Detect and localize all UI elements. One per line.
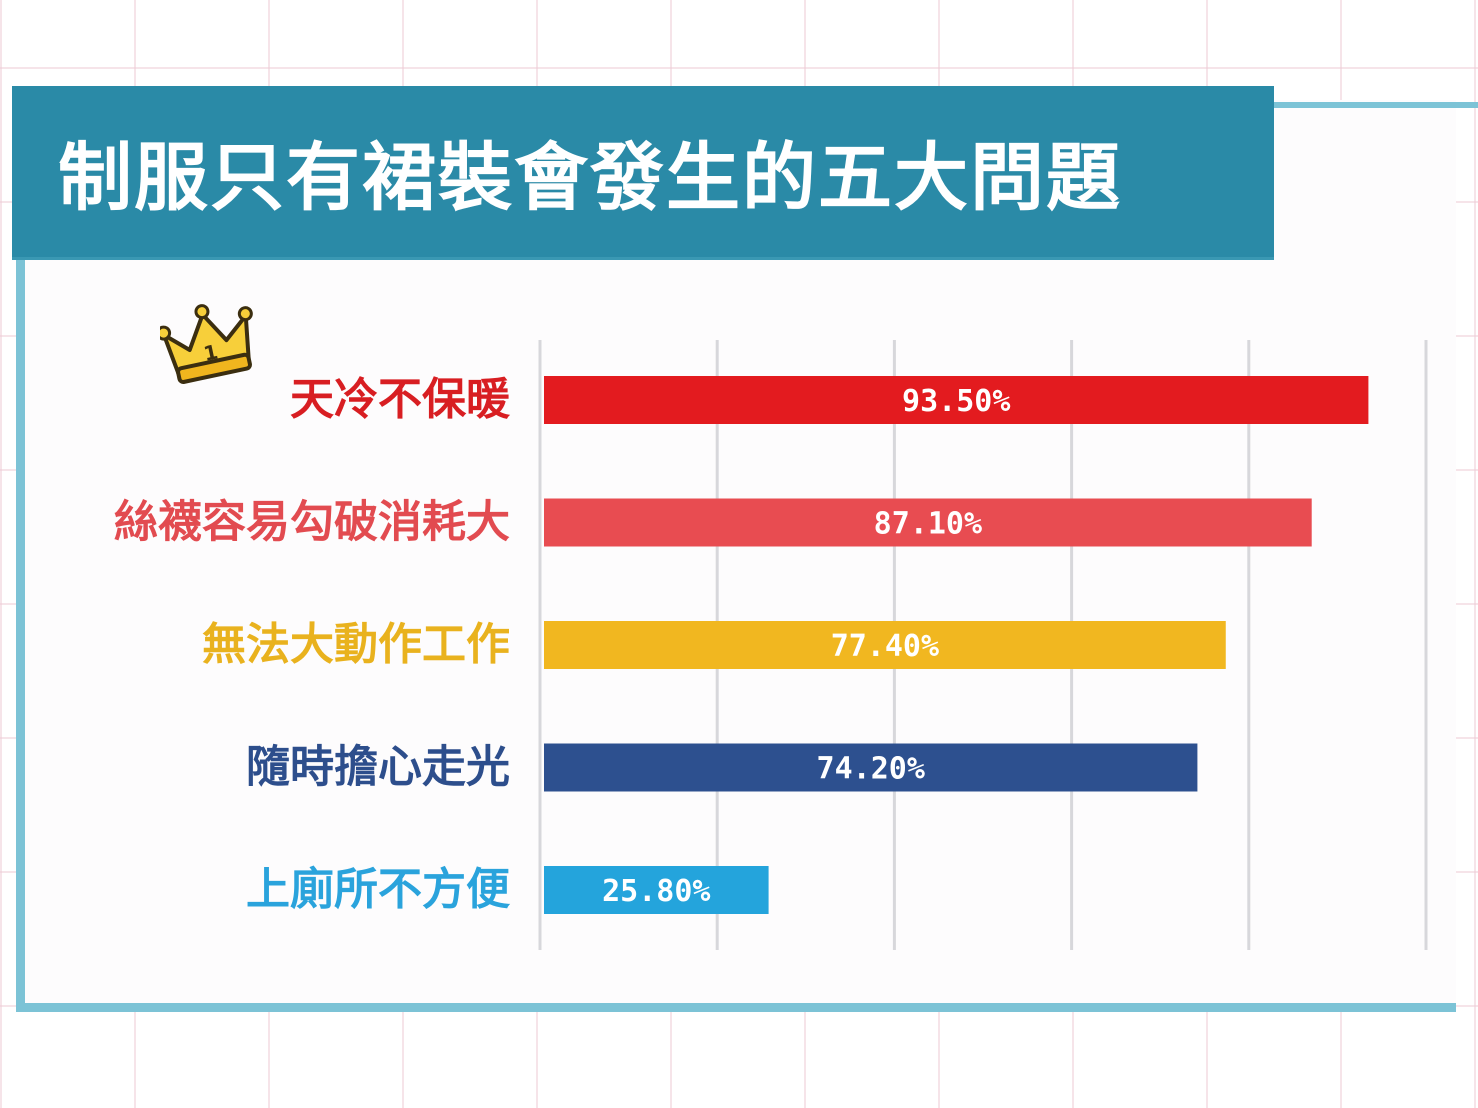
category-label: 無法大動作工作 (202, 619, 510, 670)
bar (544, 743, 1198, 792)
chart-title: 制服只有裙裝會發生的五大問題 (58, 135, 1122, 221)
bar (544, 866, 769, 914)
bar (544, 376, 1369, 424)
crown-rank-number: 1 (201, 340, 220, 366)
bar-value-label: 93.50% (902, 384, 1010, 419)
crown-icon: 1 (160, 304, 253, 384)
bar-value-label: 74.20% (817, 752, 925, 787)
bar-value-label: 77.40% (831, 629, 939, 664)
top-border-line (1260, 102, 1478, 108)
bar-value-label: 25.80% (602, 874, 710, 909)
category-label: 天冷不保暖 (290, 374, 511, 425)
category-label: 上廁所不方便 (246, 864, 511, 915)
bar (544, 621, 1226, 669)
bar-value-label: 87.10% (874, 507, 982, 542)
title-banner (12, 86, 1274, 260)
bar (544, 498, 1312, 547)
category-label: 隨時擔心走光 (246, 742, 510, 793)
category-label: 絲襪容易勾破消耗大 (114, 497, 510, 548)
